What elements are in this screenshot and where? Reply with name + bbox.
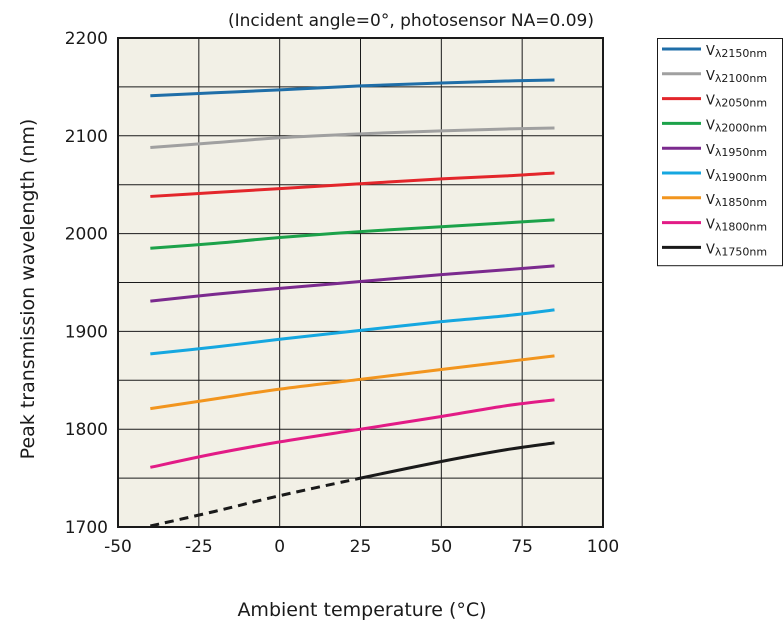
tick-labels: -50 -25 0 25 50 75 100 1700 1800 1900 2000 2100 2200 xyxy=(65,29,619,557)
legend-label: Vλ2000nm xyxy=(706,118,767,134)
legend-label: Vλ2050nm xyxy=(706,94,767,110)
series-lines xyxy=(150,78,555,528)
x-axis-title: Ambient temperature (°C) xyxy=(237,599,486,621)
legend-entry: Vλ1800nm xyxy=(662,218,767,234)
y-tick-label: 1800 xyxy=(65,420,108,440)
legend-label: Vλ1950nm xyxy=(706,143,767,159)
legend-label: Vλ2150nm xyxy=(706,44,767,60)
series-line-4 xyxy=(150,264,555,303)
y-tick-label: 2100 xyxy=(65,127,108,147)
legend-label: Vλ1750nm xyxy=(706,242,767,258)
y-axis-title: Peak transmission wavelength (nm) xyxy=(17,119,39,460)
series-line-1 xyxy=(150,126,555,150)
series-line-3 xyxy=(150,218,555,250)
x-tick-label: 75 xyxy=(511,537,533,557)
series-line-6 xyxy=(150,354,555,411)
x-tick-label: 100 xyxy=(587,537,619,557)
legend-label: Vλ1800nm xyxy=(706,218,767,234)
x-tick-label: -25 xyxy=(185,537,213,557)
y-tick-label: 1900 xyxy=(65,322,108,342)
plot-border xyxy=(117,37,604,528)
y-tick-label: 2200 xyxy=(65,29,108,49)
legend-label: Vλ1900nm xyxy=(706,168,767,184)
legend-entry: Vλ2050nm xyxy=(662,94,767,110)
series-line-8-dashed xyxy=(150,476,361,528)
series-line-8 xyxy=(360,441,555,480)
legend: Vλ2150nm Vλ2100nm Vλ2050nm Vλ2000nm Vλ1950nm… xyxy=(657,38,783,267)
legend-entry: Vλ2000nm xyxy=(662,118,767,134)
legend-entry: Vλ2100nm xyxy=(662,69,767,85)
series-line-2 xyxy=(150,171,555,198)
x-tick-label: 50 xyxy=(431,537,453,557)
series-line-0 xyxy=(150,78,555,98)
y-tick-label: 2000 xyxy=(65,225,108,245)
series-line-5 xyxy=(150,308,555,356)
legend-entry: Vλ1850nm xyxy=(662,193,767,209)
legend-entry: Vλ1750nm xyxy=(662,242,767,258)
y-tick-label: 1700 xyxy=(65,518,108,538)
legend-entry: Vλ1950nm xyxy=(662,143,767,159)
legend-entry: Vλ2150nm xyxy=(662,44,767,60)
plot-frame xyxy=(117,37,604,528)
legend-entry: Vλ1900nm xyxy=(662,168,767,184)
chart-subtitle: (Incident angle=0°, photosensor NA=0.09) xyxy=(228,11,594,31)
x-tick-label: -50 xyxy=(104,537,132,557)
x-tick-label: 25 xyxy=(350,537,372,557)
legend-box xyxy=(657,38,783,267)
x-tick-label: 0 xyxy=(274,537,285,557)
legend-label: Vλ2100nm xyxy=(706,69,767,85)
legend-label: Vλ1850nm xyxy=(706,193,767,209)
series-line-7 xyxy=(150,398,555,469)
